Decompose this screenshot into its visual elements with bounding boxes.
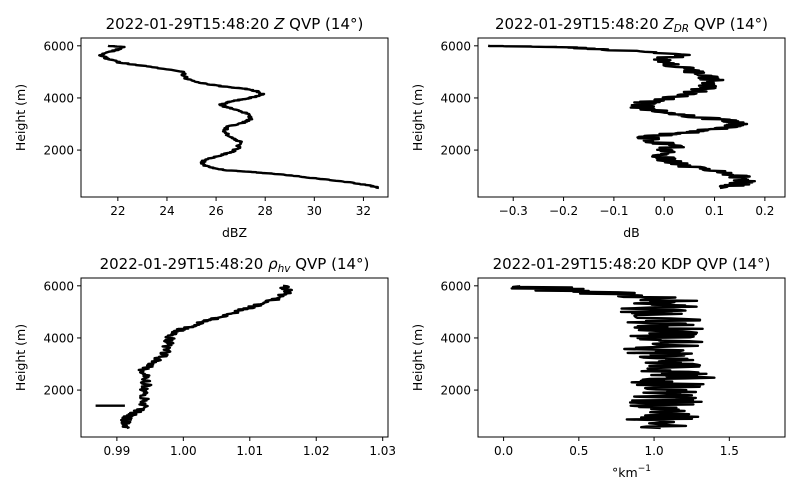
zdr-panel-title: 2022-01-29T15:48:20 ZDR QVP (14°) (495, 15, 768, 35)
z-panel: 2022-01-29T15:48:20 Z QVP (14°) 22 24 26 28 3… (13, 15, 389, 240)
kdp-panel-ylabel: Height (m) (410, 324, 425, 391)
zdr-panel-xtick-label: −0.1 (599, 204, 628, 218)
z-panel-xtick-label: 32 (356, 204, 371, 218)
rhohv-panel-frame (80, 277, 389, 438)
rhohv-panel-title-prefix: 2022-01-29T15:48:20 (100, 255, 268, 273)
z-panel-xtick-label: 30 (307, 204, 322, 218)
zdr-panel-ytick-label: 6000 (440, 39, 471, 53)
zdr-panel-xlabel: dB (623, 225, 640, 240)
zdr-panel-frame (477, 37, 786, 198)
rhohv-panel-ytick-label: 2000 (43, 384, 74, 398)
rhohv-panel-ylabel: Height (m) (13, 324, 28, 391)
rhohv-panel-title-subscript: hv (278, 263, 292, 275)
kdp-panel-ytick-label: 6000 (440, 279, 471, 293)
kdp-panel-frame (477, 277, 786, 438)
z-panel-title: 2022-01-29T15:48:20 Z QVP (14°) (106, 15, 364, 33)
zdr-panel-xtick-label: −0.3 (499, 204, 528, 218)
rhohv-panel-series-0 (120, 284, 293, 430)
kdp-panel-ytick-label: 4000 (440, 331, 471, 345)
zdr-panel-xtick-label: −0.2 (549, 204, 578, 218)
z-panel-series-0 (98, 44, 380, 190)
zdr-panel-xtick-label: 0.2 (755, 204, 774, 218)
rhohv-panel-title: 2022-01-29T15:48:20 ρhv QVP (14°) (100, 255, 370, 275)
kdp-panel-series-0 (510, 284, 716, 430)
z-panel-xlabel-base: dBZ (222, 225, 247, 240)
zdr-panel-xlabel-base: dB (623, 225, 640, 240)
zdr-panel-title-variable: Z (662, 15, 674, 33)
zdr-panel-ytick-label: 2000 (440, 144, 471, 158)
rhohv-panel-xtick-label: 1.00 (170, 444, 197, 458)
zdr-panel-ytick-label: 4000 (440, 91, 471, 105)
rhohv-panel-title-suffix: QVP (14°) (290, 255, 369, 273)
zdr-panel-title-suffix: QVP (14°) (689, 15, 768, 33)
zdr-panel-xtick-label: 0.0 (655, 204, 674, 218)
z-panel-title-prefix: 2022-01-29T15:48:20 (106, 15, 274, 33)
rhohv-panel-xtick-label: 1.01 (236, 444, 263, 458)
zdr-panel-title-prefix: 2022-01-29T15:48:20 (495, 15, 663, 33)
kdp-panel-xtick-label: 0.0 (494, 444, 513, 458)
rhohv-panel-ytick-label: 6000 (43, 279, 74, 293)
kdp-panel: 2022-01-29T15:48:20 KDP QVP (14°) 0.0 0.5 1… (410, 255, 786, 480)
kdp-panel-title: 2022-01-29T15:48:20 KDP QVP (14°) (493, 255, 771, 273)
rhohv-panel-title-variable: ρ (268, 255, 278, 273)
z-panel-xtick-label: 28 (258, 204, 273, 218)
zdr-panel: 2022-01-29T15:48:20 ZDR QVP (14°) −0.3 −0.… (410, 15, 786, 240)
rhohv-panel-xtick-label: 1.03 (369, 444, 396, 458)
rhohv-panel-xtick-label: 1.02 (303, 444, 330, 458)
rhohv-panel-xtick-label: 0.99 (104, 444, 131, 458)
zdr-panel-xtick-label: 0.1 (705, 204, 724, 218)
kdp-panel-xtick-label: 1.0 (645, 444, 664, 458)
rhohv-panel-ytick-label: 4000 (43, 331, 74, 345)
zdr-panel-ylabel: Height (m) (410, 84, 425, 151)
kdp-panel-xlabel-superscript: −1 (638, 464, 651, 474)
kdp-panel-xlabel: °km−1 (612, 464, 651, 480)
z-panel-ylabel: Height (m) (13, 84, 28, 151)
kdp-panel-ytick-label: 2000 (440, 384, 471, 398)
z-panel-ytick-label: 4000 (43, 91, 74, 105)
z-panel-title-variable: Z (273, 15, 285, 33)
kdp-panel-xtick-label: 0.5 (569, 444, 588, 458)
rhohv-panel: 2022-01-29T15:48:20 ρhv QVP (14°) 0.99 1.0… (13, 255, 396, 458)
kdp-panel-title-prefix: 2022-01-29T15:48:20 KDP QVP (14°) (493, 255, 771, 273)
kdp-panel-xlabel-base: °km (612, 465, 638, 480)
z-panel-frame (80, 37, 389, 198)
z-panel-title-suffix: QVP (14°) (284, 15, 363, 33)
z-panel-ytick-label: 2000 (43, 144, 74, 158)
zdr-panel-title-subscript: DR (674, 23, 689, 35)
zdr-panel-series-0 (487, 44, 756, 190)
z-panel-xlabel: dBZ (222, 225, 247, 240)
z-panel-xtick-label: 26 (208, 204, 223, 218)
kdp-panel-xtick-label: 1.5 (720, 444, 739, 458)
z-panel-ytick-label: 6000 (43, 39, 74, 53)
z-panel-xtick-label: 24 (159, 204, 174, 218)
z-panel-xtick-label: 22 (110, 204, 125, 218)
